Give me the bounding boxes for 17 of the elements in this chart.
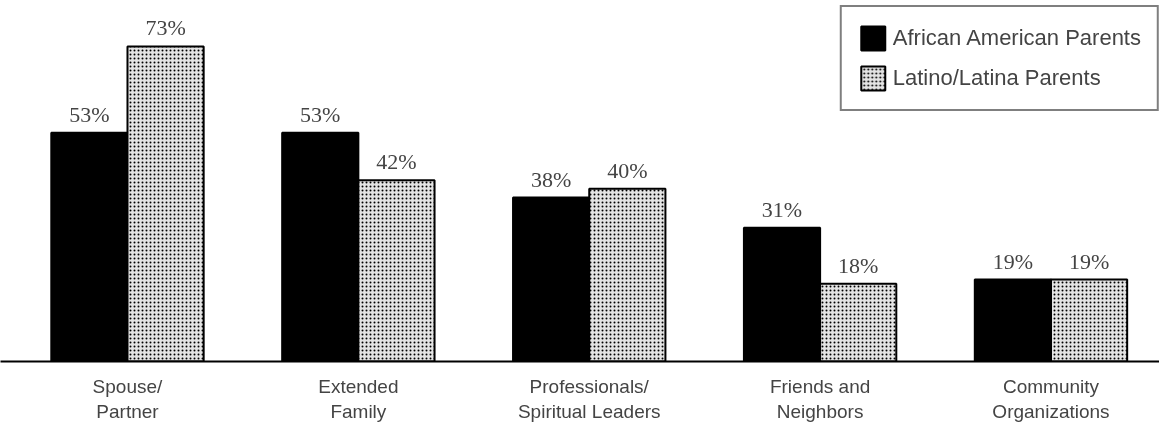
x-tick-label: Friends and Neighbors [769, 375, 871, 422]
x-tick-label: Community Organizations [992, 375, 1110, 422]
data-label: 19% [992, 248, 1034, 274]
x-tick-label: Professionals/ Spiritual Leaders [517, 375, 661, 422]
data-label: 42% [376, 149, 417, 175]
data-label: 53% [300, 101, 341, 127]
data-label: 31% [761, 196, 803, 222]
data-label: 53% [69, 101, 110, 127]
data-label: 40% [607, 157, 648, 183]
legend-label: Latino/Latina Parents [892, 65, 1101, 91]
x-tick-label: Spouse/ Partner [92, 375, 164, 422]
data-label: 19% [1068, 248, 1110, 274]
data-label: 18% [838, 252, 879, 278]
legend-label: African American Parents [892, 25, 1141, 51]
data-label: 38% [530, 166, 572, 192]
x-tick-label: Extended Family [318, 375, 399, 422]
data-label: 73% [145, 15, 186, 41]
